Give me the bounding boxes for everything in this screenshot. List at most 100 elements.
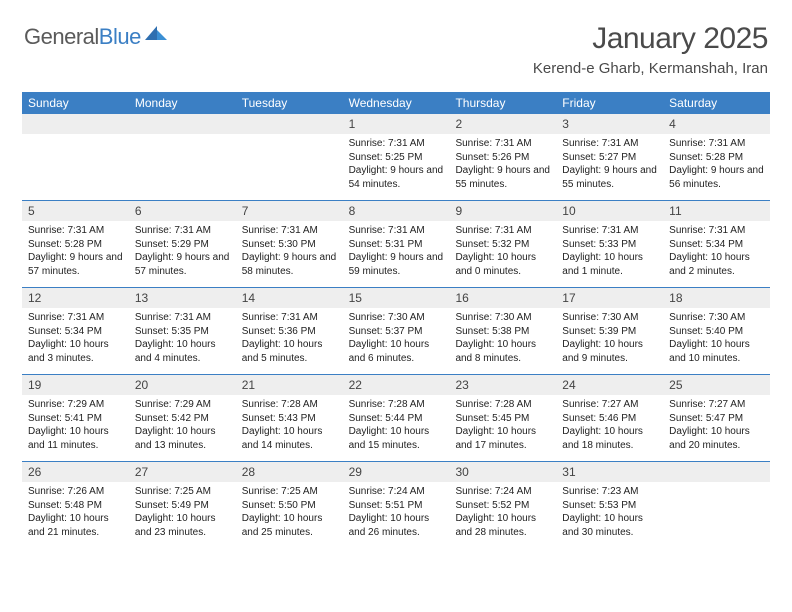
sunset-line: Sunset: 5:31 PM: [349, 238, 444, 252]
month-title: January 2025: [533, 22, 768, 56]
daylight-line: Daylight: 10 hours and 13 minutes.: [135, 425, 230, 452]
logo-text: GeneralBlue: [24, 24, 141, 50]
day-number: 14: [236, 288, 343, 308]
day-body: Sunrise: 7:28 AMSunset: 5:44 PMDaylight:…: [343, 398, 450, 452]
day-cell: 24Sunrise: 7:27 AMSunset: 5:46 PMDayligh…: [556, 375, 663, 461]
daylight-line: Daylight: 9 hours and 55 minutes.: [455, 164, 550, 191]
day-number: 24: [556, 375, 663, 395]
day-number: [663, 462, 770, 482]
daylight-line: Daylight: 10 hours and 21 minutes.: [28, 512, 123, 539]
day-body: Sunrise: 7:24 AMSunset: 5:52 PMDaylight:…: [449, 485, 556, 539]
day-body: Sunrise: 7:29 AMSunset: 5:41 PMDaylight:…: [22, 398, 129, 452]
day-number: 26: [22, 462, 129, 482]
day-number: 12: [22, 288, 129, 308]
sunset-line: Sunset: 5:40 PM: [669, 325, 764, 339]
sunset-line: Sunset: 5:34 PM: [669, 238, 764, 252]
sunset-line: Sunset: 5:28 PM: [669, 151, 764, 165]
sunset-line: Sunset: 5:43 PM: [242, 412, 337, 426]
sunset-line: Sunset: 5:35 PM: [135, 325, 230, 339]
day-cell: 30 Sunrise: 7:24 AMSunset: 5:52 PMDayligh…: [449, 462, 556, 548]
daylight-line: Daylight: 10 hours and 11 minutes.: [28, 425, 123, 452]
day-number: 18: [663, 288, 770, 308]
sunrise-line: Sunrise: 7:31 AM: [349, 137, 444, 151]
daylight-line: Daylight: 10 hours and 23 minutes.: [135, 512, 230, 539]
daylight-line: Daylight: 10 hours and 30 minutes.: [562, 512, 657, 539]
day-body: Sunrise: 7:31 AMSunset: 5:28 PMDaylight:…: [22, 224, 129, 278]
daylight-line: Daylight: 9 hours and 58 minutes.: [242, 251, 337, 278]
sunrise-line: Sunrise: 7:27 AM: [669, 398, 764, 412]
day-cell: 14 Sunrise: 7:31 AMSunset: 5:36 PMDayligh…: [236, 288, 343, 374]
location: Kerend-e Gharb, Kermanshah, Iran: [533, 60, 768, 77]
daylight-line: Daylight: 10 hours and 10 minutes.: [669, 338, 764, 365]
day-body: Sunrise: 7:31 AMSunset: 5:26 PMDaylight:…: [449, 137, 556, 191]
day-body: Sunrise: 7:30 AMSunset: 5:37 PMDaylight:…: [343, 311, 450, 365]
sunrise-line: Sunrise: 7:24 AM: [349, 485, 444, 499]
sail-icon: [143, 24, 169, 49]
day-cell: 18 Sunrise: 7:30 AMSunset: 5:40 PMDayligh…: [663, 288, 770, 374]
day-number: [129, 114, 236, 134]
sunrise-line: Sunrise: 7:31 AM: [28, 311, 123, 325]
sunset-line: Sunset: 5:41 PM: [28, 412, 123, 426]
day-cell: 3Sunrise: 7:31 AMSunset: 5:27 PMDaylight…: [556, 114, 663, 200]
sunrise-line: Sunrise: 7:31 AM: [28, 224, 123, 238]
day-body: Sunrise: 7:31 AMSunset: 5:36 PMDaylight:…: [236, 311, 343, 365]
day-number: 20: [129, 375, 236, 395]
day-cell: 16 Sunrise: 7:30 AMSunset: 5:38 PMDayligh…: [449, 288, 556, 374]
sunrise-line: Sunrise: 7:28 AM: [242, 398, 337, 412]
day-cell: 1 Sunrise: 7:31 AMSunset: 5:25 PMDaylight…: [343, 114, 450, 200]
day-number: [22, 114, 129, 134]
sunrise-line: Sunrise: 7:30 AM: [455, 311, 550, 325]
day-number: 2: [449, 114, 556, 134]
daylight-line: Daylight: 9 hours and 57 minutes.: [28, 251, 123, 278]
week-row: 1 Sunrise: 7:31 AMSunset: 5:25 PMDaylight…: [22, 114, 770, 200]
day-of-week-cell: Friday: [556, 92, 663, 114]
day-number: 7: [236, 201, 343, 221]
day-body: Sunrise: 7:31 AMSunset: 5:29 PMDaylight:…: [129, 224, 236, 278]
day-number: 23: [449, 375, 556, 395]
sunrise-line: Sunrise: 7:25 AM: [135, 485, 230, 499]
day-cell: 10Sunrise: 7:31 AMSunset: 5:33 PMDayligh…: [556, 201, 663, 287]
day-number: 8: [343, 201, 450, 221]
daylight-line: Daylight: 10 hours and 15 minutes.: [349, 425, 444, 452]
day-of-week-cell: Thursday: [449, 92, 556, 114]
day-cell: [236, 114, 343, 200]
day-number: 5: [22, 201, 129, 221]
day-body: Sunrise: 7:25 AMSunset: 5:49 PMDaylight:…: [129, 485, 236, 539]
daylight-line: Daylight: 10 hours and 8 minutes.: [455, 338, 550, 365]
day-body: Sunrise: 7:24 AMSunset: 5:51 PMDaylight:…: [343, 485, 450, 539]
sunset-line: Sunset: 5:27 PM: [562, 151, 657, 165]
day-number: 27: [129, 462, 236, 482]
day-number: 1: [343, 114, 450, 134]
day-number: 15: [343, 288, 450, 308]
day-number: 30: [449, 462, 556, 482]
sunset-line: Sunset: 5:52 PM: [455, 499, 550, 513]
day-cell: 29Sunrise: 7:24 AMSunset: 5:51 PMDayligh…: [343, 462, 450, 548]
day-cell: 4Sunrise: 7:31 AMSunset: 5:28 PMDaylight…: [663, 114, 770, 200]
day-body: Sunrise: 7:30 AMSunset: 5:38 PMDaylight:…: [449, 311, 556, 365]
sunrise-line: Sunrise: 7:31 AM: [455, 137, 550, 151]
sunset-line: Sunset: 5:36 PM: [242, 325, 337, 339]
sunset-line: Sunset: 5:51 PM: [349, 499, 444, 513]
day-number: 16: [449, 288, 556, 308]
sunrise-line: Sunrise: 7:31 AM: [135, 311, 230, 325]
day-cell: 2 Sunrise: 7:31 AMSunset: 5:26 PMDaylight…: [449, 114, 556, 200]
day-cell: 12Sunrise: 7:31 AMSunset: 5:34 PMDayligh…: [22, 288, 129, 374]
daylight-line: Daylight: 10 hours and 28 minutes.: [455, 512, 550, 539]
daylight-line: Daylight: 10 hours and 2 minutes.: [669, 251, 764, 278]
daylight-line: Daylight: 9 hours and 59 minutes.: [349, 251, 444, 278]
daylight-line: Daylight: 10 hours and 4 minutes.: [135, 338, 230, 365]
day-of-week-cell: Monday: [129, 92, 236, 114]
calendar: SundayMondayTuesdayWednesdayThursdayFrid…: [22, 92, 770, 548]
day-cell: 23Sunrise: 7:28 AMSunset: 5:45 PMDayligh…: [449, 375, 556, 461]
day-of-week-header: SundayMondayTuesdayWednesdayThursdayFrid…: [22, 92, 770, 114]
day-cell: 5 Sunrise: 7:31 AMSunset: 5:28 PMDaylight…: [22, 201, 129, 287]
day-body: Sunrise: 7:30 AMSunset: 5:40 PMDaylight:…: [663, 311, 770, 365]
day-cell: 20Sunrise: 7:29 AMSunset: 5:42 PMDayligh…: [129, 375, 236, 461]
sunrise-line: Sunrise: 7:31 AM: [242, 311, 337, 325]
day-body: Sunrise: 7:27 AMSunset: 5:47 PMDaylight:…: [663, 398, 770, 452]
day-body: Sunrise: 7:31 AMSunset: 5:25 PMDaylight:…: [343, 137, 450, 191]
sunset-line: Sunset: 5:50 PM: [242, 499, 337, 513]
daylight-line: Daylight: 9 hours and 54 minutes.: [349, 164, 444, 191]
day-cell: 31Sunrise: 7:23 AMSunset: 5:53 PMDayligh…: [556, 462, 663, 548]
day-cell: [22, 114, 129, 200]
